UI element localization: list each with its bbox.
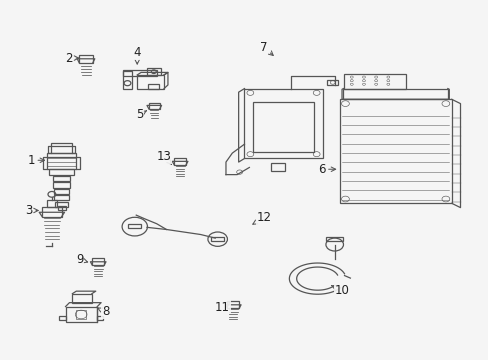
Text: 13: 13 — [156, 150, 171, 164]
Bar — [128, 224, 141, 228]
Bar — [343, 89, 447, 99]
Bar — [253, 102, 313, 152]
Bar — [147, 68, 160, 75]
Bar — [344, 74, 406, 89]
Bar — [122, 69, 157, 76]
Bar — [211, 237, 224, 241]
Bar — [76, 310, 86, 319]
Text: 2: 2 — [65, 51, 79, 64]
Text: 3: 3 — [25, 204, 38, 217]
Bar — [51, 143, 72, 153]
Bar — [53, 182, 70, 188]
Bar — [122, 71, 132, 89]
Bar — [55, 202, 68, 207]
Bar — [325, 237, 343, 241]
Text: 8: 8 — [98, 306, 109, 319]
Bar — [271, 163, 285, 171]
Text: 1: 1 — [27, 154, 44, 167]
Text: 12: 12 — [252, 211, 271, 224]
Bar — [339, 99, 451, 203]
Bar — [72, 294, 92, 303]
Bar — [54, 195, 69, 201]
Text: 6: 6 — [317, 163, 335, 176]
Bar — [53, 176, 70, 181]
Text: 4: 4 — [133, 46, 141, 64]
Bar — [47, 200, 57, 207]
Text: 9: 9 — [76, 253, 87, 266]
Bar — [58, 206, 65, 211]
Bar — [227, 301, 239, 309]
Bar — [137, 75, 163, 89]
Bar — [42, 207, 61, 217]
Bar — [59, 316, 65, 320]
Text: 10: 10 — [331, 284, 349, 297]
Text: 7: 7 — [260, 41, 273, 55]
Bar — [149, 103, 159, 109]
Bar — [54, 189, 69, 194]
Text: 5: 5 — [136, 108, 146, 121]
Text: 11: 11 — [215, 301, 230, 314]
Bar — [174, 158, 185, 165]
Bar — [49, 169, 74, 175]
Bar — [65, 307, 97, 321]
Bar — [79, 55, 93, 63]
Bar — [148, 84, 159, 89]
Bar — [47, 153, 76, 169]
Bar — [327, 80, 337, 85]
Bar — [92, 258, 104, 265]
Bar — [244, 89, 322, 158]
Bar — [97, 316, 103, 320]
